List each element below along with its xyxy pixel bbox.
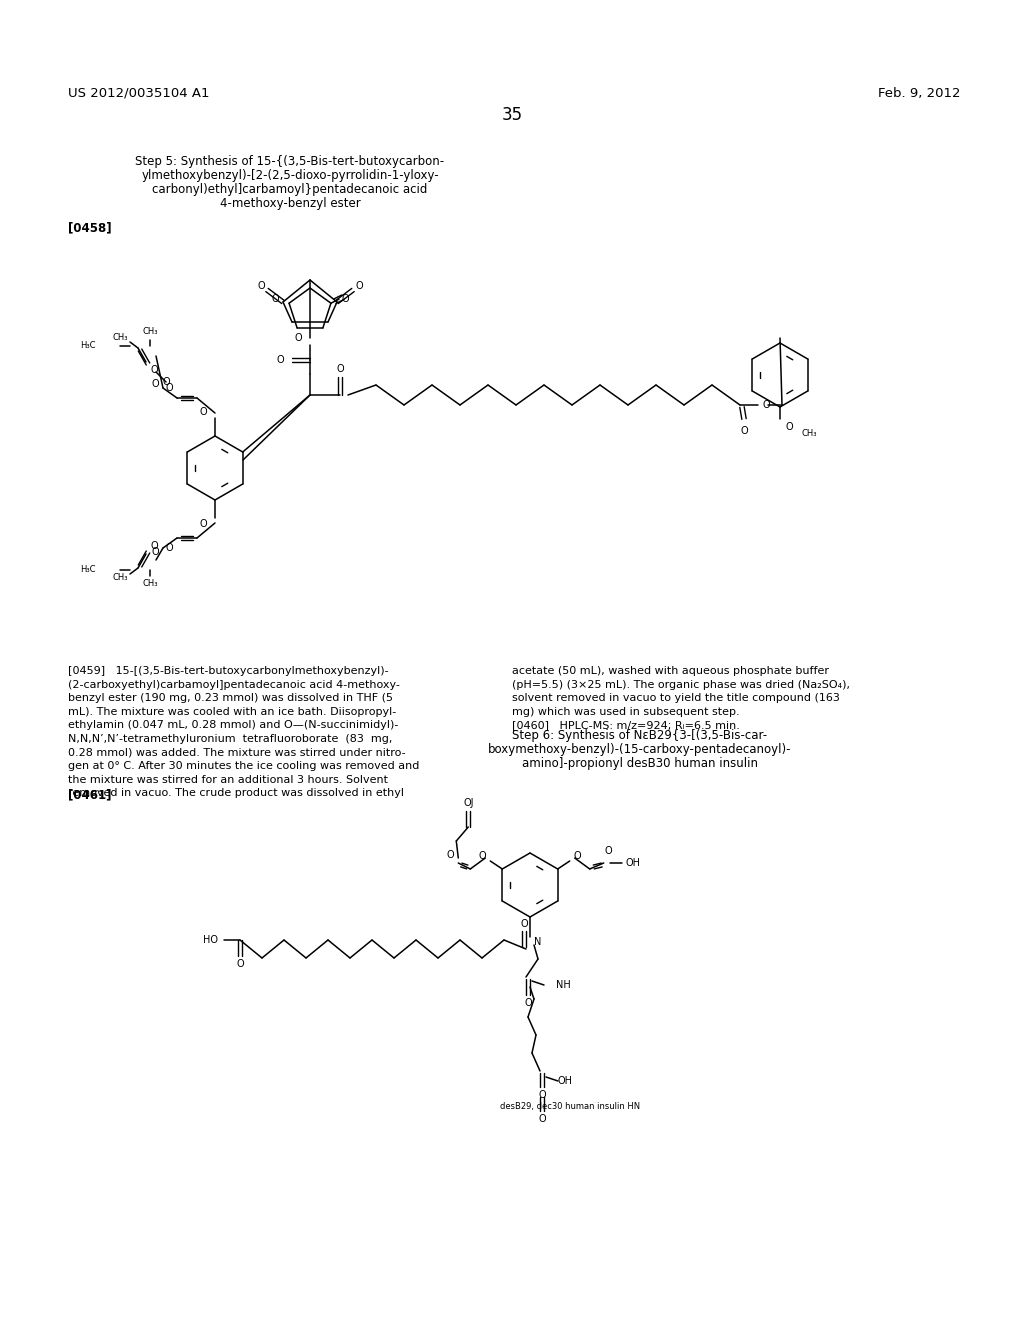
Text: desB29, dec30 human insulin HN: desB29, dec30 human insulin HN [500, 1101, 640, 1110]
Text: Step 5: Synthesis of 15-{(3,5-Bis-tert-butoxycarbon-: Step 5: Synthesis of 15-{(3,5-Bis-tert-b… [135, 156, 444, 169]
Text: O: O [200, 519, 207, 529]
Text: 4-methoxy-benzyl ester: 4-methoxy-benzyl ester [219, 198, 360, 210]
Text: OH: OH [558, 1076, 573, 1086]
Text: ylmethoxybenzyl)-[2-(2,5-dioxo-pyrrolidin-1-yloxy-: ylmethoxybenzyl)-[2-(2,5-dioxo-pyrrolidi… [141, 169, 439, 182]
Text: O: O [478, 851, 486, 861]
Text: O: O [336, 364, 344, 374]
Text: [0458]: [0458] [68, 222, 112, 235]
Text: NH: NH [556, 979, 570, 990]
Text: OH: OH [626, 858, 641, 869]
Text: O: O [152, 379, 159, 389]
Text: amino]-propionyl desB30 human insulin: amino]-propionyl desB30 human insulin [522, 758, 758, 771]
Text: carbonyl)ethyl]carbamoyl}pentadecanoic acid: carbonyl)ethyl]carbamoyl}pentadecanoic a… [153, 183, 428, 197]
Text: O: O [165, 383, 173, 393]
Text: H₃C: H₃C [81, 342, 96, 351]
Text: US 2012/0035104 A1: US 2012/0035104 A1 [68, 87, 210, 99]
Text: O: O [271, 294, 279, 304]
Text: O: O [276, 355, 284, 366]
Text: Step 6: Synthesis of NεB29{3-[(3,5-Bis-car-: Step 6: Synthesis of NεB29{3-[(3,5-Bis-c… [512, 730, 768, 742]
Text: O: O [162, 378, 170, 387]
Text: boxymethoxy-benzyl)-(15-carboxy-pentadecanoyl)-: boxymethoxy-benzyl)-(15-carboxy-pentadec… [488, 743, 792, 756]
Text: O: O [165, 543, 173, 553]
Text: Feb. 9, 2012: Feb. 9, 2012 [878, 87, 961, 99]
Text: O: O [200, 407, 207, 417]
Text: 35: 35 [502, 106, 522, 124]
Text: CH₃: CH₃ [802, 429, 817, 437]
Text: CH₃: CH₃ [142, 579, 158, 589]
Text: acetate (50 mL), washed with aqueous phosphate buffer
(pH=5.5) (3×25 mL). The or: acetate (50 mL), washed with aqueous pho… [512, 667, 850, 730]
Text: O: O [785, 422, 793, 432]
Text: CH₃: CH₃ [113, 334, 128, 342]
Text: OJ: OJ [463, 799, 473, 808]
Text: CH₃: CH₃ [113, 573, 128, 582]
Text: O: O [341, 294, 349, 304]
Text: O: O [151, 366, 158, 375]
Text: O: O [355, 281, 362, 290]
Text: O: O [762, 400, 770, 411]
Text: O: O [539, 1114, 546, 1125]
Text: O: O [524, 998, 531, 1008]
Text: O: O [151, 541, 158, 550]
Text: O: O [152, 546, 159, 557]
Text: CH₃: CH₃ [142, 327, 158, 337]
Text: O: O [257, 281, 265, 290]
Text: O: O [573, 851, 582, 861]
Text: O: O [237, 960, 244, 969]
Text: O: O [446, 850, 454, 861]
Text: [0459]   15-[(3,5-Bis-tert-butoxycarbonylmethoxybenzyl)-
(2-carboxyethyl)carbamo: [0459] 15-[(3,5-Bis-tert-butoxycarbonylm… [68, 667, 420, 799]
Text: O: O [740, 426, 748, 436]
Text: O: O [294, 333, 302, 343]
Text: O: O [520, 919, 527, 929]
Text: HO: HO [203, 935, 218, 945]
Text: H₃C: H₃C [81, 565, 96, 574]
Text: [0461]: [0461] [68, 788, 112, 801]
Text: O: O [605, 846, 612, 855]
Text: O: O [539, 1090, 546, 1100]
Text: N: N [535, 937, 542, 946]
